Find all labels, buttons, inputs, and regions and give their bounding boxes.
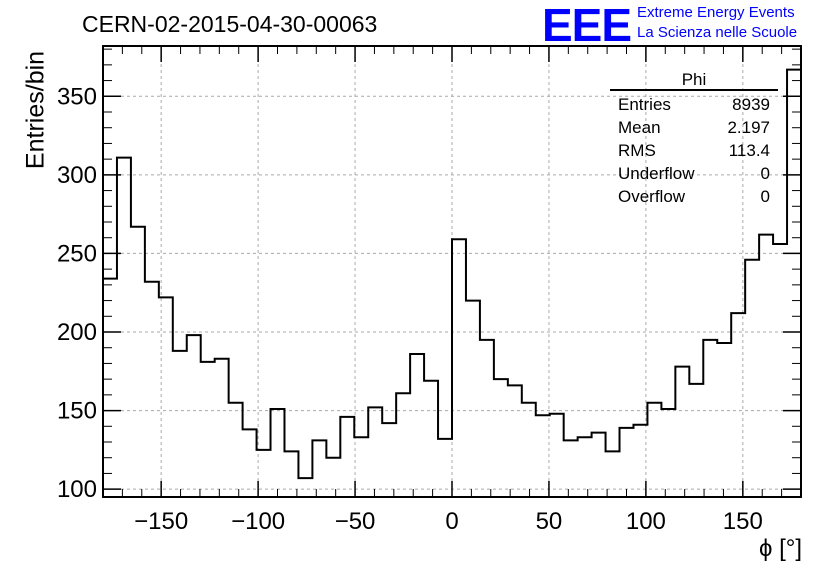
x-tick-label: 150 bbox=[723, 508, 763, 535]
stats-label: Underflow bbox=[618, 164, 695, 183]
stats-label: RMS bbox=[618, 141, 656, 160]
x-tick-label: 100 bbox=[626, 508, 666, 535]
chart-title: CERN-02-2015-04-30-00063 bbox=[82, 11, 378, 37]
y-tick-label: 200 bbox=[57, 319, 97, 346]
stats-label: Entries bbox=[618, 95, 671, 114]
y-axis-label: Entries/bin bbox=[21, 50, 50, 170]
stats-value: 8939 bbox=[732, 95, 770, 114]
stats-label: Overflow bbox=[618, 187, 686, 206]
histogram-series bbox=[103, 68, 801, 480]
axes: −150 −100 −50 0 50 100 150 100 150 200 250 300 350 bbox=[57, 45, 802, 535]
stats-value: 2.197 bbox=[727, 118, 770, 137]
stats-value: 0 bbox=[760, 164, 770, 183]
x-tick-label: −150 bbox=[134, 508, 188, 535]
logo-line-1: Extreme Energy Events bbox=[637, 4, 795, 21]
y-tick-label: 250 bbox=[57, 240, 97, 267]
y-tick-label: 350 bbox=[57, 83, 97, 110]
x-tick-label: −100 bbox=[231, 508, 285, 535]
x-tick-label: 0 bbox=[445, 508, 458, 535]
stats-box: Phi Entries 8939 Mean 2.197 RMS 113.4 Un… bbox=[610, 70, 778, 208]
eee-logo: EEE bbox=[542, 0, 632, 51]
stats-row: Underflow 0 bbox=[610, 162, 778, 185]
stats-label: Mean bbox=[618, 118, 661, 137]
y-tick-label: 150 bbox=[57, 398, 97, 425]
logo-line-2: La Scienza nelle Scuole bbox=[637, 24, 798, 41]
y-tick-label: 300 bbox=[57, 162, 97, 189]
x-tick-label: 50 bbox=[536, 508, 563, 535]
stats-row: RMS 113.4 bbox=[610, 139, 778, 162]
stats-row: Overflow 0 bbox=[610, 185, 778, 208]
stats-value: 0 bbox=[760, 187, 770, 206]
stats-value: 113.4 bbox=[728, 141, 770, 160]
stats-row: Entries 8939 bbox=[610, 93, 778, 116]
stats-title: Phi bbox=[610, 70, 778, 91]
x-axis-label: ϕ [°] bbox=[758, 535, 802, 562]
stats-row: Mean 2.197 bbox=[610, 116, 778, 139]
x-tick-label: −50 bbox=[335, 508, 376, 535]
y-tick-label: 100 bbox=[57, 476, 97, 503]
